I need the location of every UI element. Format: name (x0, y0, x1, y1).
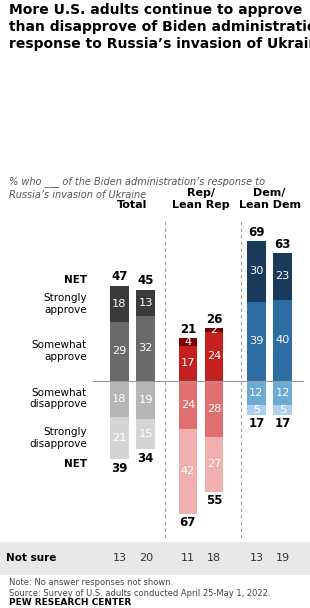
Text: 13: 13 (139, 298, 153, 308)
Text: 63: 63 (275, 238, 291, 250)
Text: 28: 28 (207, 404, 221, 414)
Text: More U.S. adults continue to approve
than disapprove of Biden administration
res: More U.S. adults continue to approve tha… (9, 3, 310, 50)
Text: 13: 13 (112, 553, 126, 564)
Bar (110, 286, 129, 322)
Bar (136, 381, 155, 419)
Bar (273, 300, 292, 381)
Text: Not sure: Not sure (6, 553, 56, 564)
Bar (247, 381, 266, 405)
Text: 17: 17 (181, 358, 195, 368)
Text: Total: Total (117, 200, 148, 210)
Text: 12: 12 (249, 388, 264, 398)
Text: Dem/
Lean Dem: Dem/ Lean Dem (238, 188, 300, 210)
Text: 12: 12 (276, 388, 290, 398)
Text: 18: 18 (112, 299, 126, 309)
Text: NET: NET (64, 459, 87, 469)
Text: 40: 40 (276, 335, 290, 345)
Bar (247, 241, 266, 302)
Text: 27: 27 (207, 459, 221, 469)
Bar (179, 346, 197, 381)
Text: 29: 29 (112, 346, 126, 356)
Text: 24: 24 (207, 351, 221, 361)
Text: 32: 32 (139, 343, 153, 353)
Text: Somewhat
disapprove: Somewhat disapprove (29, 388, 87, 409)
Text: 34: 34 (138, 452, 154, 465)
Text: Somewhat
approve: Somewhat approve (32, 340, 87, 362)
Bar (247, 405, 266, 415)
Text: % who ___ of the Biden administration’s response to
Russia’s invasion of Ukraine: % who ___ of the Biden administration’s … (9, 176, 265, 199)
Bar (273, 405, 292, 415)
Text: 18: 18 (112, 394, 126, 404)
Bar (205, 381, 224, 437)
Text: Strongly
approve: Strongly approve (43, 293, 87, 314)
Text: 26: 26 (206, 313, 222, 325)
Text: 17: 17 (275, 417, 291, 430)
Bar (179, 381, 197, 429)
Text: 18: 18 (207, 553, 221, 564)
Bar (136, 316, 155, 381)
Text: 45: 45 (137, 274, 154, 287)
Text: 19: 19 (139, 395, 153, 405)
Text: Strongly
disapprove: Strongly disapprove (29, 427, 87, 449)
Text: 4: 4 (184, 337, 191, 347)
Text: 5: 5 (279, 405, 286, 415)
Bar (110, 381, 129, 417)
Text: 21: 21 (112, 433, 126, 443)
Text: Note: No answer responses not shown.
Source: Survey of U.S. adults conducted Apr: Note: No answer responses not shown. Sou… (9, 578, 271, 598)
Text: PEW RESEARCH CENTER: PEW RESEARCH CENTER (9, 598, 131, 607)
Bar (205, 437, 224, 492)
Bar (273, 381, 292, 405)
Bar (179, 338, 197, 346)
Bar (205, 328, 224, 332)
Bar (136, 289, 155, 316)
Text: 5: 5 (253, 405, 260, 415)
Bar (247, 302, 266, 381)
Bar (110, 322, 129, 381)
Text: Rep/
Lean Rep: Rep/ Lean Rep (172, 188, 230, 210)
Bar (136, 419, 155, 449)
Bar (179, 429, 197, 514)
Text: 39: 39 (111, 461, 127, 475)
Text: 69: 69 (248, 226, 265, 239)
Text: 23: 23 (276, 271, 290, 282)
Text: 21: 21 (180, 323, 196, 336)
Bar (110, 417, 129, 459)
Bar (273, 253, 292, 300)
Text: 2: 2 (211, 325, 218, 335)
Text: 17: 17 (248, 417, 264, 430)
Text: 11: 11 (181, 553, 195, 564)
Text: 24: 24 (181, 399, 195, 410)
Text: 15: 15 (139, 429, 153, 439)
Text: NET: NET (64, 275, 87, 286)
Text: 42: 42 (181, 466, 195, 477)
Text: 67: 67 (180, 516, 196, 529)
Bar (205, 332, 224, 381)
Text: 20: 20 (139, 553, 153, 564)
Text: 39: 39 (249, 336, 264, 346)
Text: 19: 19 (276, 553, 290, 564)
Text: 13: 13 (249, 553, 264, 564)
Text: 55: 55 (206, 494, 223, 507)
Text: 30: 30 (249, 266, 264, 277)
Text: 47: 47 (111, 270, 127, 283)
